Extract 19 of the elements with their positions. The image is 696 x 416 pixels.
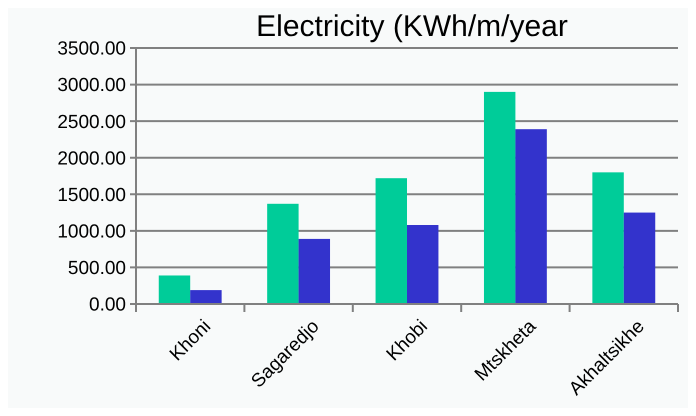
y-tick-label: 2500.00 [57, 112, 126, 133]
y-tick-label: 3500.00 [57, 38, 126, 60]
bar [407, 225, 438, 304]
bar [624, 212, 656, 304]
bar [376, 178, 407, 304]
y-tick-label: 1000.00 [57, 222, 126, 243]
bar [592, 172, 624, 304]
chart-title: Electricity (KWh/m/year [256, 10, 568, 43]
bar [267, 204, 299, 304]
bar [515, 129, 547, 304]
y-tick-label: 1500.00 [57, 184, 126, 206]
bar [158, 275, 190, 304]
bar [484, 92, 516, 304]
bar [190, 290, 222, 304]
bar [298, 238, 330, 304]
y-tick-label: 500.00 [68, 258, 126, 280]
y-tick-label: 2000.00 [57, 148, 126, 170]
y-tick-label: 0.00 [89, 294, 126, 316]
y-tick-label: 3000.00 [57, 75, 126, 96]
